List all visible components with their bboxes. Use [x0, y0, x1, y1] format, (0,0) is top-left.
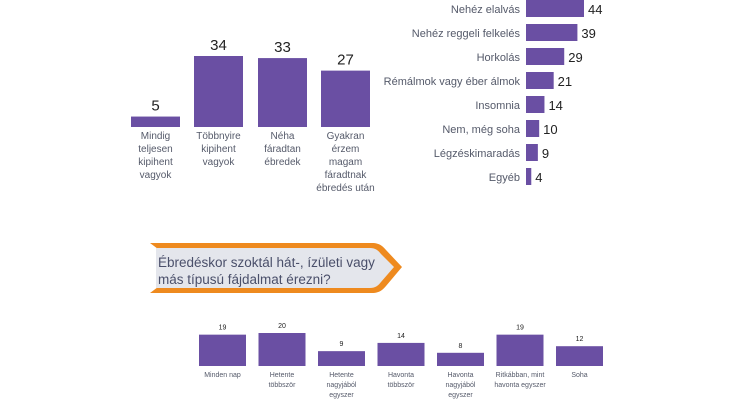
category-label-problem-2: Horkolás: [477, 52, 521, 64]
bar-rested-0: [131, 116, 180, 127]
category-label-pain-1: többször: [269, 382, 297, 389]
category-label-problem-5: Nem, még soha: [442, 124, 521, 136]
value-label-pain-0: 19: [219, 325, 227, 332]
chart-sleep-problems: Nehéz elalvás 44 Nehéz reggeli felkelés 39 H…: [384, 0, 602, 185]
bar-rested-3: [321, 70, 370, 127]
bar-problem-2: [526, 48, 565, 65]
bar-problem-1: [526, 24, 578, 41]
bar-pain-0: [199, 334, 246, 366]
category-label-rested-3: Gyakran: [327, 131, 365, 142]
category-label-rested-3: ébredés után: [316, 183, 374, 194]
value-label-problem-2: 29: [568, 50, 582, 65]
category-label-rested-0: teljesen: [138, 144, 172, 155]
category-label-rested-3: érzem: [332, 144, 360, 155]
category-label-rested-3: magam: [329, 157, 362, 168]
bar-pain-6: [556, 346, 603, 366]
category-label-pain-4: Havonta: [447, 372, 473, 379]
category-label-pain-3: többször: [388, 382, 416, 389]
value-label-pain-3: 14: [397, 333, 405, 340]
category-label-pain-0: Minden nap: [204, 372, 241, 379]
category-label-pain-6: Soha: [571, 372, 587, 379]
bar-problem-5: [526, 120, 540, 137]
category-label-rested-1: Többnyire: [196, 131, 241, 142]
value-label-problem-7: 4: [535, 170, 542, 185]
value-label-rested-0: 5: [151, 98, 159, 115]
chart-rested-feeling: 5 Mindig teljesen kipihent vagyok 34 Többnyire…: [131, 37, 375, 194]
bar-pain-5: [496, 334, 544, 366]
category-label-pain-5: Ritkábban, mint: [496, 372, 545, 379]
value-label-problem-1: 39: [581, 26, 595, 41]
category-label-problem-7: Egyéb: [489, 172, 520, 184]
bar-pain-1: [258, 333, 306, 366]
bar-problem-4: [526, 96, 545, 113]
category-label-problem-0: Nehéz elalvás: [451, 4, 521, 16]
value-label-pain-5: 19: [516, 325, 524, 332]
category-label-pain-4: nagyjából: [446, 382, 476, 389]
bar-rested-1: [194, 56, 243, 127]
category-label-rested-1: vagyok: [203, 157, 236, 168]
value-label-problem-5: 10: [543, 122, 557, 137]
category-label-problem-1: Nehéz reggeli felkelés: [412, 28, 521, 40]
value-label-pain-1: 20: [278, 323, 286, 330]
value-label-rested-1: 34: [210, 37, 227, 54]
bar-problem-6: [526, 144, 538, 161]
category-label-rested-3: fáradtnak: [325, 170, 368, 181]
chart-pain-frequency: 19 Minden nap 20 Hetente többször 9 Hetente nag…: [199, 323, 603, 399]
category-label-pain-4: egyszer: [448, 392, 473, 399]
category-label-rested-0: vagyok: [140, 170, 173, 181]
value-label-pain-2: 9: [340, 341, 344, 348]
value-label-problem-0: 44: [588, 2, 602, 17]
value-label-rested-2: 33: [274, 39, 291, 56]
value-label-problem-4: 14: [548, 98, 562, 113]
category-label-pain-2: Hetente: [329, 372, 354, 379]
category-label-pain-5: havonta egyszer: [494, 382, 546, 389]
bar-pain-2: [318, 351, 365, 366]
bar-rested-2: [258, 58, 307, 127]
category-label-problem-6: Légzéskimaradás: [434, 148, 521, 160]
category-label-problem-3: Rémálmok vagy éber álmok: [384, 76, 521, 88]
question-banner: [150, 243, 402, 293]
category-label-problem-4: Insomnia: [475, 100, 521, 112]
category-label-pain-1: Hetente: [270, 372, 295, 379]
value-label-problem-3: 21: [558, 74, 572, 89]
category-label-rested-2: Néha: [271, 131, 295, 142]
category-label-rested-1: kipihent: [201, 144, 236, 155]
category-label-pain-2: egyszer: [329, 392, 354, 399]
category-label-rested-2: ébredek: [264, 157, 301, 168]
bar-pain-3: [377, 342, 425, 366]
category-label-pain-2: nagyjából: [327, 382, 357, 389]
bar-problem-7: [526, 168, 532, 185]
value-label-problem-6: 9: [542, 146, 549, 161]
category-label-pain-3: Havonta: [388, 372, 414, 379]
value-label-pain-6: 12: [576, 336, 584, 343]
category-label-rested-2: fáradtan: [264, 144, 301, 155]
category-label-rested-0: kipihent: [138, 157, 173, 168]
bar-pain-4: [437, 352, 484, 366]
bar-problem-3: [526, 72, 554, 89]
bar-problem-0: [526, 0, 584, 17]
value-label-rested-3: 27: [337, 52, 354, 69]
question-text: Ébredéskor szoktál hát-, ízületi vagy má…: [158, 255, 375, 287]
category-label-rested-0: Mindig: [141, 131, 170, 142]
value-label-pain-4: 8: [459, 343, 463, 350]
